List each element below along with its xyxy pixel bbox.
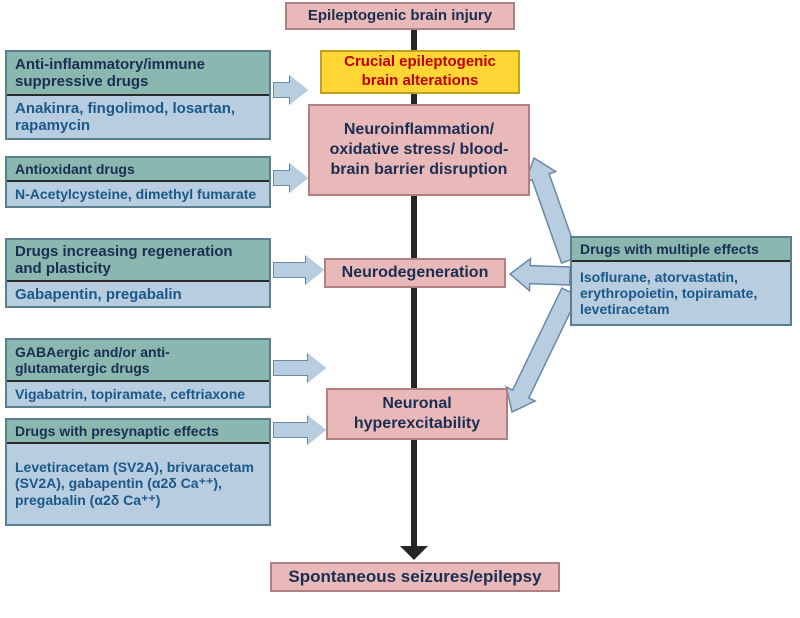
drug-group-3: GABAergic and/or anti-glutamatergic drug… <box>5 338 271 408</box>
drug-body-1: N-Acetylcysteine, dimethyl fumarate <box>7 182 269 206</box>
drug-header-0: Anti-inflammatory/immune suppressive dru… <box>7 52 269 96</box>
central-neuro1: Neuroinflammation/ oxidative stress/ blo… <box>308 104 530 196</box>
arrow-left-1 <box>273 164 308 192</box>
arrow-right-1 <box>510 259 570 291</box>
drug-body-5: Isoflurane, atorvastatin, erythropoietin… <box>572 262 790 324</box>
arrow-left-0 <box>273 76 308 104</box>
central-neuro2: Neurodegeneration <box>324 258 506 288</box>
arrow-left-4 <box>273 416 326 444</box>
drug-body-3: Vigabatrin, topiramate, ceftriaxone <box>7 382 269 406</box>
drug-body-0: Anakinra, fingolimod, losartan, rapamyci… <box>7 96 269 138</box>
drug-group-1: Antioxidant drugsN-Acetylcysteine, dimet… <box>5 156 271 208</box>
arrow-left-2 <box>273 256 324 284</box>
drug-body-2: Gabapentin, pregabalin <box>7 282 269 306</box>
drug-group-0: Anti-inflammatory/immune suppressive dru… <box>5 50 271 140</box>
central-crucial: Crucial epileptogenic brain alterations <box>320 50 520 94</box>
drug-group-4: Drugs with presynaptic effectsLevetirace… <box>5 418 271 526</box>
arrow-left-3 <box>273 354 326 382</box>
drug-group-2: Drugs increasing regeneration and plasti… <box>5 238 271 308</box>
drug-group-5: Drugs with multiple effectsIsoflurane, a… <box>570 236 792 326</box>
drug-header-1: Antioxidant drugs <box>7 158 269 182</box>
drug-body-4: Levetiracetam (SV2A), brivaracetam (SV2A… <box>7 444 269 524</box>
central-bottom: Spontaneous seizures/epilepsy <box>270 562 560 592</box>
central-neuro3: Neuronal hyperexcitability <box>326 388 508 440</box>
arrow-right-2 <box>506 288 578 412</box>
drug-header-4: Drugs with presynaptic effects <box>7 420 269 444</box>
drug-header-2: Drugs increasing regeneration and plasti… <box>7 240 269 282</box>
drug-header-3: GABAergic and/or anti-glutamatergic drug… <box>7 340 269 382</box>
drug-header-5: Drugs with multiple effects <box>572 238 790 262</box>
central-top: Epileptogenic brain injury <box>285 2 515 30</box>
